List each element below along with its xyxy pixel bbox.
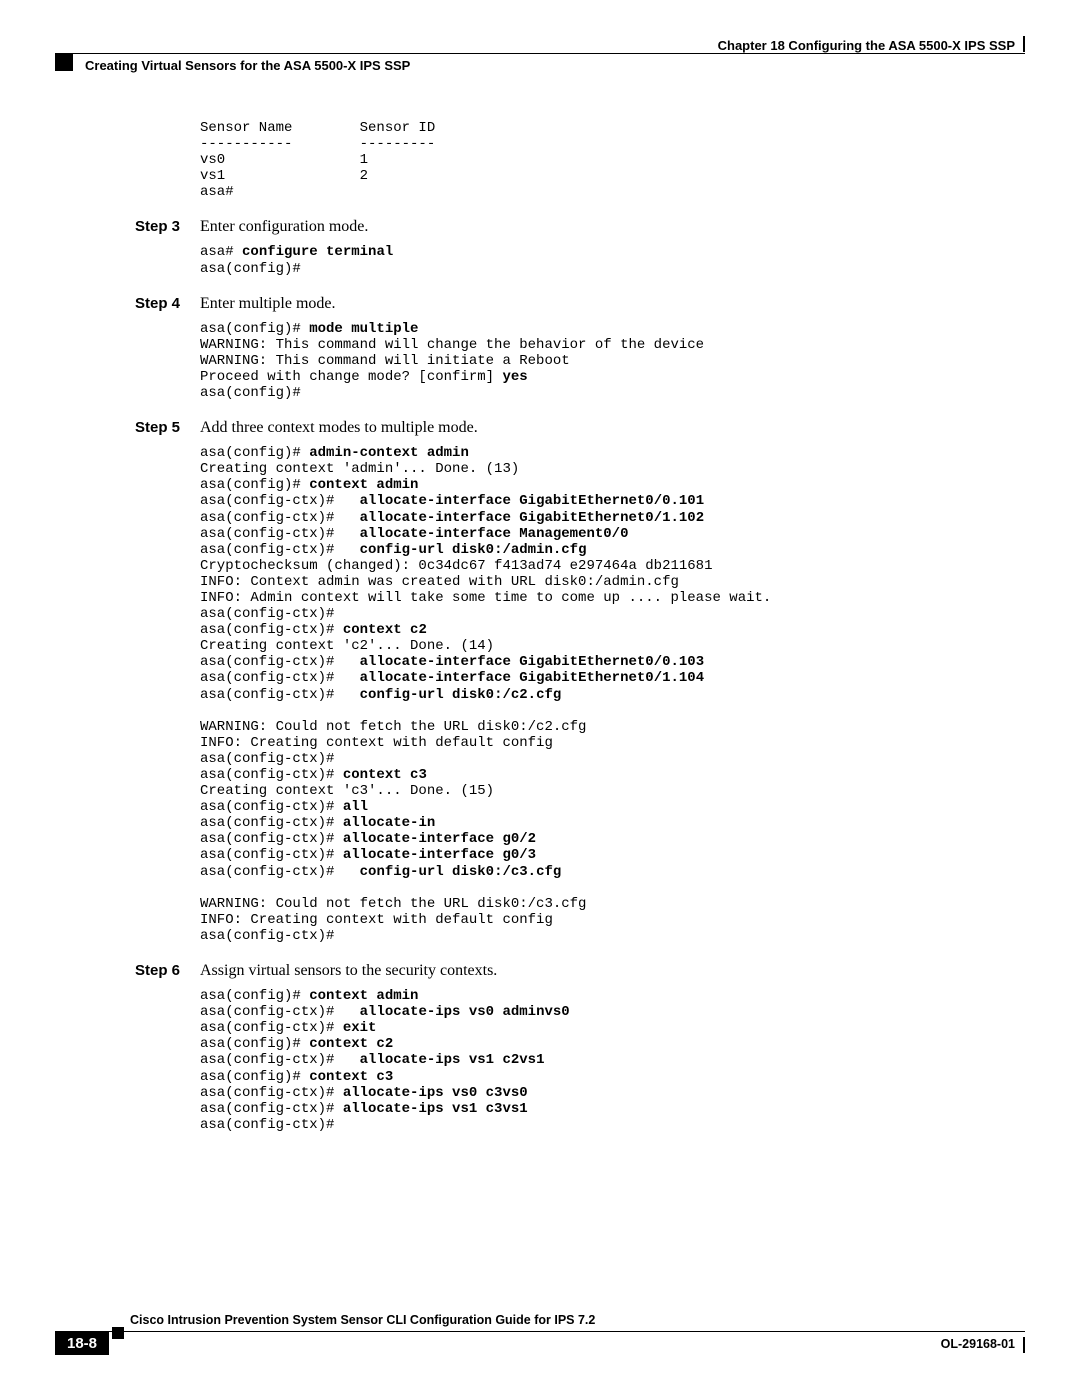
- t: WARNING: This command will change the be…: [200, 337, 704, 385]
- header-rule: [55, 53, 1025, 54]
- t: exit: [343, 1020, 377, 1036]
- t: allocate-interface GigabitEthernet0/0.10…: [360, 654, 704, 670]
- t: asa(config-ctx)#: [200, 687, 360, 703]
- t: context c3: [309, 1069, 393, 1085]
- t: configure terminal: [242, 244, 393, 260]
- t: allocate-ips vs1 c2vs1: [360, 1052, 545, 1068]
- header-section: Creating Virtual Sensors for the ASA 550…: [85, 58, 410, 73]
- footer-ol-number: OL-29168-01: [941, 1337, 1015, 1351]
- t: asa(config-ctx)#: [200, 542, 360, 558]
- step-4-code: asa(config)# mode multiple WARNING: This…: [200, 321, 980, 401]
- t: all: [343, 799, 368, 815]
- step-6-code: asa(config)# context admin asa(config-ct…: [200, 988, 980, 1133]
- step-5-text: Add three context modes to multiple mode…: [200, 419, 478, 437]
- t: asa(config-ctx)#: [200, 864, 360, 880]
- t: asa(config-ctx)#: [200, 510, 360, 526]
- t: asa(config-ctx)#: [200, 1101, 343, 1117]
- header-chapter: Chapter 18 Configuring the ASA 5500-X IP…: [718, 38, 1015, 53]
- t: allocate-ips vs0 c3vs0: [343, 1085, 528, 1101]
- t: asa(config)#: [200, 321, 309, 337]
- step-4-label: Step 4: [135, 295, 200, 313]
- step-3-label: Step 3: [135, 218, 200, 236]
- t: mode multiple: [309, 321, 418, 337]
- t: context c2: [343, 622, 427, 638]
- t: context c2: [309, 1036, 393, 1052]
- step-3-code: asa# configure terminal asa(config)#: [200, 244, 980, 276]
- step-5-code: asa(config)# admin-context admin Creatin…: [200, 445, 980, 944]
- t: context c3: [343, 767, 427, 783]
- step-3-text: Enter configuration mode.: [200, 218, 368, 236]
- t: asa(config-ctx)#: [200, 831, 343, 847]
- header-square-icon: [55, 53, 73, 71]
- t: asa(config-ctx)#: [200, 1117, 334, 1133]
- t: allocate-ips vs0 adminvs0: [360, 1004, 570, 1020]
- t: asa(config-ctx)#: [200, 1004, 360, 1020]
- step-6-row: Step 6 Assign virtual sensors to the sec…: [135, 962, 980, 980]
- step-6-label: Step 6: [135, 962, 200, 980]
- t: WARNING: Could not fetch the URL disk0:/…: [200, 896, 586, 944]
- step-5-label: Step 5: [135, 419, 200, 437]
- step-6-text: Assign virtual sensors to the security c…: [200, 962, 497, 980]
- t: allocate-interface GigabitEthernet0/1.10…: [360, 670, 704, 686]
- t: allocate-interface g0/3: [343, 847, 536, 863]
- t: yes: [502, 369, 527, 385]
- step-4-row: Step 4 Enter multiple mode.: [135, 295, 980, 313]
- t: allocate-interface GigabitEthernet0/1.10…: [360, 510, 704, 526]
- t: asa(config-ctx)#: [200, 847, 343, 863]
- t: asa(config-ctx)#: [200, 815, 343, 831]
- footer-square-icon: [112, 1327, 124, 1339]
- t: config-url disk0:/c3.cfg: [360, 864, 562, 880]
- t: config-url disk0:/admin.cfg: [360, 542, 587, 558]
- t: allocate-ips vs1 c3vs1: [343, 1101, 528, 1117]
- t: asa(config-ctx)#: [200, 526, 360, 542]
- t: asa(config)#: [200, 385, 301, 401]
- step-5-row: Step 5 Add three context modes to multip…: [135, 419, 980, 437]
- t: allocate-interface g0/2: [343, 831, 536, 847]
- footer-rule: [55, 1331, 1025, 1332]
- t: allocate-interface Management0/0: [360, 526, 629, 542]
- footer-rule-end: [1023, 1337, 1025, 1353]
- step-3-row: Step 3 Enter configuration mode.: [135, 218, 980, 236]
- t: admin-context admin: [309, 445, 469, 461]
- page-number: 18-8: [55, 1332, 109, 1355]
- t: asa(config-ctx)#: [200, 670, 360, 686]
- step-4-text: Enter multiple mode.: [200, 295, 336, 313]
- header-rule-end: [1023, 36, 1025, 52]
- t: asa(config-ctx)#: [200, 1020, 343, 1036]
- t: config-url disk0:/c2.cfg: [360, 687, 562, 703]
- page-content: Sensor Name Sensor ID ----------- ------…: [135, 120, 980, 1133]
- t: allocate-interface GigabitEthernet0/0.10…: [360, 493, 704, 509]
- t: asa(config)#: [200, 261, 301, 277]
- t: asa(config)#: [200, 1036, 309, 1052]
- t: asa(config-ctx)#: [200, 1085, 343, 1101]
- t: asa(config-ctx)#: [200, 1052, 360, 1068]
- t: asa#: [200, 244, 242, 260]
- t: asa(config-ctx)#: [200, 493, 360, 509]
- t: asa(config)#: [200, 445, 309, 461]
- t: Cryptochecksum (changed): 0c34dc67 f413a…: [200, 558, 771, 638]
- footer-title: Cisco Intrusion Prevention System Sensor…: [130, 1313, 595, 1327]
- t: asa(config)#: [200, 988, 309, 1004]
- t: allocate-in: [343, 815, 435, 831]
- t: context admin: [309, 477, 418, 493]
- code-sensor-table: Sensor Name Sensor ID ----------- ------…: [200, 120, 980, 200]
- t: asa(config)#: [200, 1069, 309, 1085]
- t: context admin: [309, 988, 418, 1004]
